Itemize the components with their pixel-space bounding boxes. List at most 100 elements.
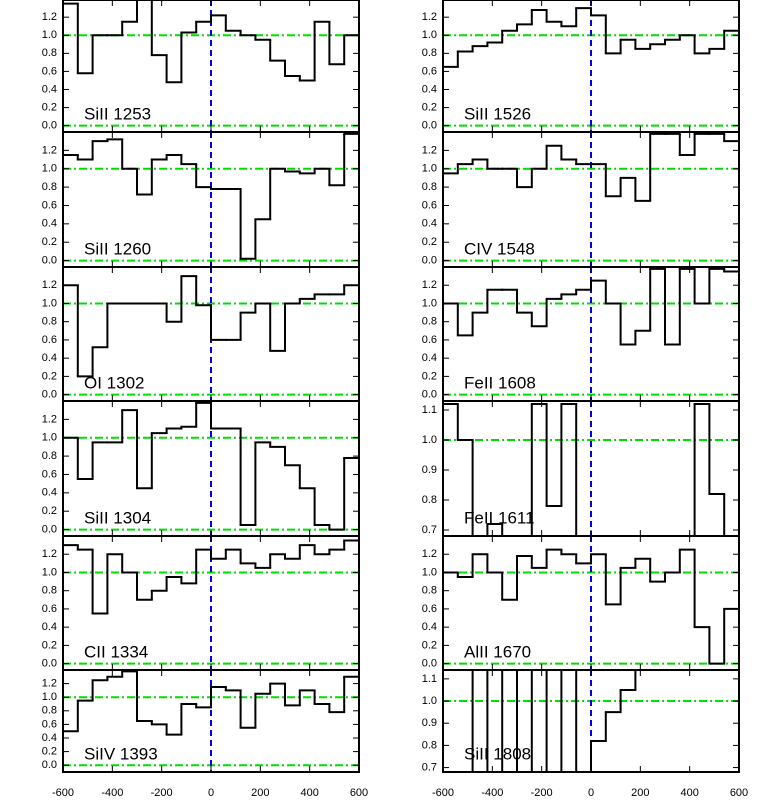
x-tick-label: 600 (350, 787, 368, 799)
y-tick-label: 0.8 (42, 705, 57, 717)
y-tick-label: 0.0 (422, 120, 437, 132)
y-tick-label: 1.0 (42, 297, 57, 309)
y-tick-label: 0.6 (422, 603, 437, 615)
y-tick-label: 0.0 (42, 759, 57, 771)
panel (443, 670, 739, 772)
y-tick-label: 0.0 (42, 120, 57, 132)
y-tick-label: 0.6 (422, 65, 437, 77)
y-tick-label: 0.2 (42, 236, 57, 248)
y-tick-label: 0.8 (422, 739, 437, 751)
y-tick-label: 0.4 (42, 621, 57, 633)
y-tick-label: 1.2 (42, 279, 57, 291)
panel (443, 536, 739, 670)
y-tick-label: 0.4 (42, 732, 57, 744)
y-tick-label: 0.0 (422, 658, 437, 670)
y-tick-label: 1.0 (422, 297, 437, 309)
y-tick-label: 0.0 (42, 389, 57, 401)
y-tick-label: 0.6 (422, 334, 437, 346)
y-tick-label: 1.2 (422, 11, 437, 23)
y-tick-label: 1.2 (42, 144, 57, 156)
x-tick-label: 0 (208, 787, 214, 799)
y-tick-label: 0.4 (422, 352, 437, 364)
y-tick-label: 0.8 (42, 181, 57, 193)
y-tick-label: 0.8 (422, 585, 437, 597)
panel-title: SiIV 1393 (84, 744, 158, 763)
panel-title: FeII 1611 (464, 508, 535, 527)
y-tick-label: 0.8 (42, 316, 57, 328)
y-tick-label: 0.4 (422, 218, 437, 230)
panel-title: OI 1302 (84, 373, 145, 392)
y-tick-label: 0.8 (422, 47, 437, 59)
y-tick-label: 0.4 (42, 83, 57, 95)
y-tick-label: 0.2 (42, 101, 57, 113)
panel-title: AlII 1670 (464, 642, 531, 661)
y-tick-label: 0.8 (422, 494, 437, 506)
panel (63, 670, 359, 772)
y-tick-label: 0.0 (422, 254, 437, 266)
y-tick-label: 0.2 (422, 101, 437, 113)
y-tick-label: 1.2 (42, 548, 57, 560)
y-tick-label: 0.6 (42, 334, 57, 346)
y-tick-label: 1.2 (42, 678, 57, 690)
y-tick-label: 1.0 (42, 566, 57, 578)
x-tick-label: -200 (531, 787, 553, 799)
y-tick-label: 1.0 (42, 163, 57, 175)
y-tick-label: 1.0 (422, 163, 437, 175)
y-tick-label: 1.0 (422, 434, 437, 446)
y-tick-label: 0.6 (42, 65, 57, 77)
y-tick-label: 0.4 (422, 83, 437, 95)
y-tick-label: 1.1 (422, 404, 437, 416)
y-tick-label: 1.0 (422, 695, 437, 707)
x-tick-label: 400 (300, 787, 318, 799)
panel-title: SiII 1260 (84, 239, 151, 258)
x-tick-label: 200 (631, 787, 649, 799)
y-tick-label: 0.0 (422, 389, 437, 401)
y-tick-label: 1.0 (42, 691, 57, 703)
y-tick-label: 0.4 (422, 621, 437, 633)
panel-title: CIV 1548 (464, 239, 535, 258)
x-tick-label: 200 (251, 787, 269, 799)
y-tick-label: 0.8 (42, 47, 57, 59)
y-tick-label: 0.8 (42, 585, 57, 597)
y-tick-label: 0.7 (422, 761, 437, 773)
panel-title: SiII 1304 (84, 508, 151, 527)
y-tick-label: 0.2 (42, 639, 57, 651)
y-tick-label: 0.4 (42, 218, 57, 230)
panel-title: SiII 1808 (464, 744, 531, 763)
x-tick-label: 0 (588, 787, 594, 799)
panel (63, 401, 359, 536)
y-tick-label: 0.2 (422, 639, 437, 651)
x-tick-label: 400 (680, 787, 698, 799)
y-tick-label: 0.2 (42, 370, 57, 382)
y-tick-label: 0.9 (422, 464, 437, 476)
y-tick-label: 0.4 (42, 487, 57, 499)
y-tick-label: 1.0 (42, 432, 57, 444)
y-tick-label: 0.9 (422, 717, 437, 729)
x-tick-label: -600 (432, 787, 454, 799)
panel (63, 536, 359, 670)
y-tick-label: 0.6 (42, 199, 57, 211)
panel (443, 0, 739, 132)
y-tick-label: 1.2 (42, 413, 57, 425)
y-tick-label: 1.0 (42, 29, 57, 41)
y-tick-label: 1.2 (422, 144, 437, 156)
y-tick-label: 0.2 (422, 370, 437, 382)
y-tick-label: 0.6 (42, 468, 57, 480)
x-tick-label: -400 (101, 787, 123, 799)
panel (443, 401, 739, 536)
x-tick-label: 600 (730, 787, 748, 799)
panel (63, 132, 359, 267)
y-tick-label: 0.6 (42, 603, 57, 615)
panel (63, 0, 359, 132)
y-tick-label: 1.0 (422, 29, 437, 41)
y-tick-label: 0.4 (42, 352, 57, 364)
y-tick-label: 0.0 (42, 254, 57, 266)
x-tick-label: -200 (151, 787, 173, 799)
panel-title: SiII 1526 (464, 104, 531, 123)
panel-title: CII 1334 (84, 642, 148, 661)
y-tick-label: 0.2 (42, 505, 57, 517)
y-tick-label: 1.1 (422, 673, 437, 685)
panel (443, 267, 739, 401)
y-tick-label: 0.8 (422, 316, 437, 328)
